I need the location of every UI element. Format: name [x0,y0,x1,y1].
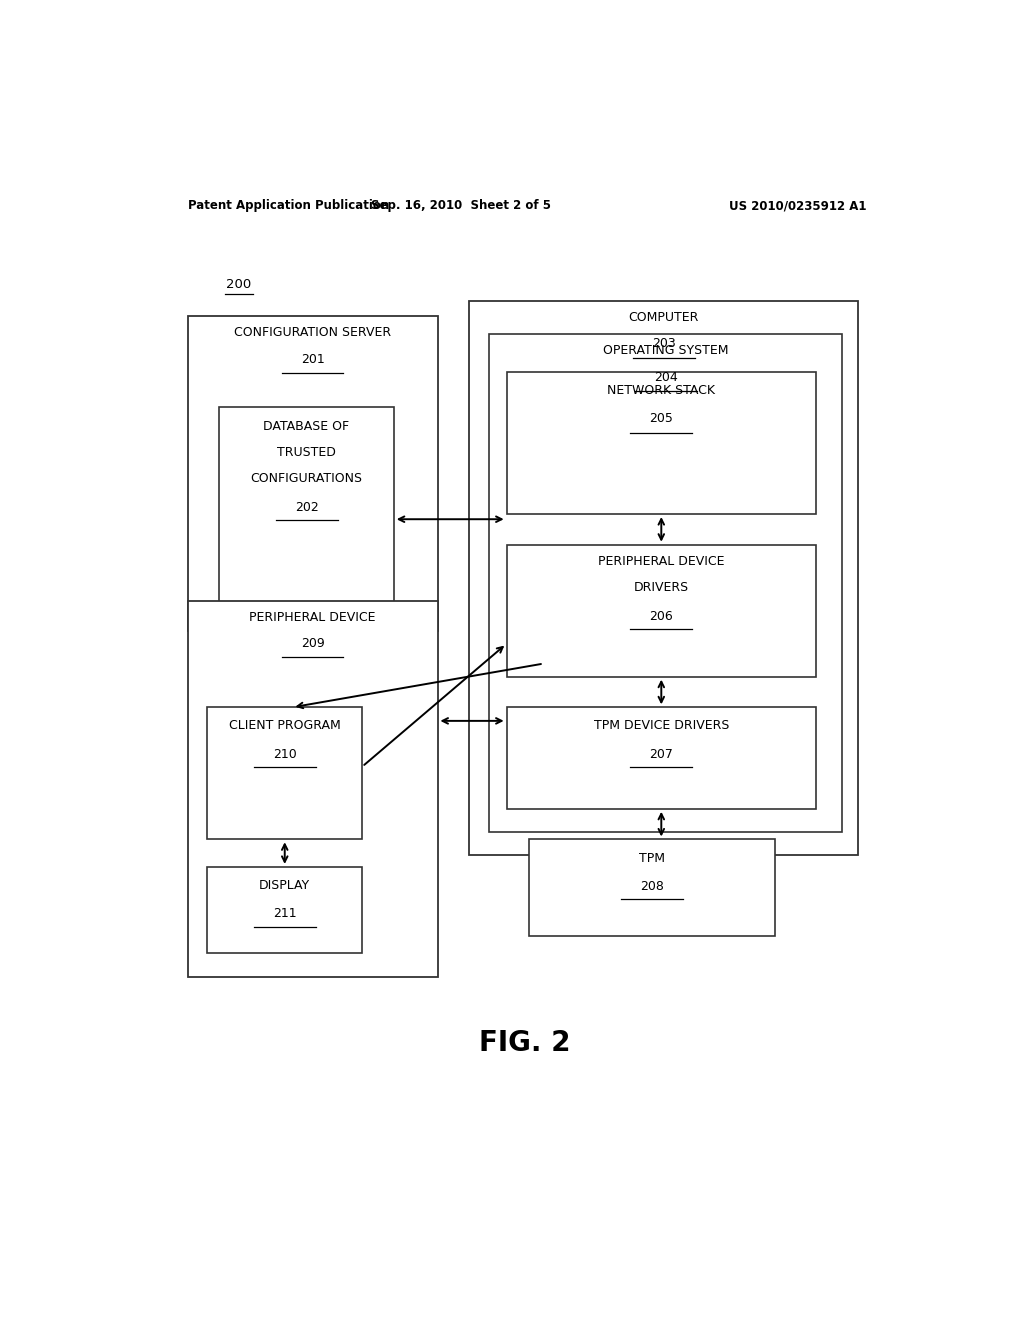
Bar [489,334,842,833]
Text: CLIENT PROGRAM: CLIENT PROGRAM [228,719,341,733]
Text: 211: 211 [273,907,297,920]
Bar [207,867,362,953]
Bar [219,408,394,611]
Text: 202: 202 [295,500,318,513]
Text: CONFIGURATION SERVER: CONFIGURATION SERVER [233,326,391,339]
Bar [187,601,437,977]
Text: 210: 210 [272,748,297,760]
Text: TRUSTED: TRUSTED [278,446,336,459]
Text: 204: 204 [653,371,678,384]
Text: TPM: TPM [639,851,665,865]
Text: 208: 208 [640,880,664,894]
Bar [207,708,362,840]
Bar [187,315,437,631]
Bar [469,301,858,854]
Text: DATABASE OF: DATABASE OF [263,420,349,433]
Text: CONFIGURATIONS: CONFIGURATIONS [251,473,362,486]
Text: US 2010/0235912 A1: US 2010/0235912 A1 [728,199,866,213]
Text: FIG. 2: FIG. 2 [479,1028,570,1057]
Text: 200: 200 [226,277,252,290]
Text: Patent Application Publication: Patent Application Publication [187,199,389,213]
Bar [507,708,816,809]
Text: 207: 207 [649,748,673,760]
Text: NETWORK STACK: NETWORK STACK [607,384,716,397]
Text: TPM DEVICE DRIVERS: TPM DEVICE DRIVERS [594,719,729,733]
Text: DISPLAY: DISPLAY [259,879,310,892]
Text: PERIPHERAL DEVICE: PERIPHERAL DEVICE [598,554,725,568]
Text: 201: 201 [301,352,325,366]
Bar [507,545,816,677]
Text: DRIVERS: DRIVERS [634,581,689,594]
Text: COMPUTER: COMPUTER [629,312,698,323]
Text: 206: 206 [649,610,673,623]
Bar [507,372,816,515]
Text: 205: 205 [649,412,673,425]
Text: 203: 203 [652,338,676,350]
Bar [528,840,775,936]
Text: Sep. 16, 2010  Sheet 2 of 5: Sep. 16, 2010 Sheet 2 of 5 [372,199,551,213]
Text: PERIPHERAL DEVICE: PERIPHERAL DEVICE [249,611,376,623]
Text: OPERATING SYSTEM: OPERATING SYSTEM [603,345,728,358]
Text: 209: 209 [301,638,325,651]
